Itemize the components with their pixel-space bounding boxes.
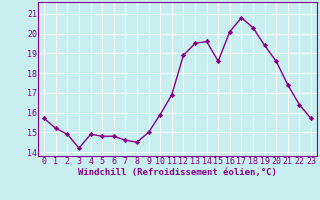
X-axis label: Windchill (Refroidissement éolien,°C): Windchill (Refroidissement éolien,°C): [78, 168, 277, 177]
